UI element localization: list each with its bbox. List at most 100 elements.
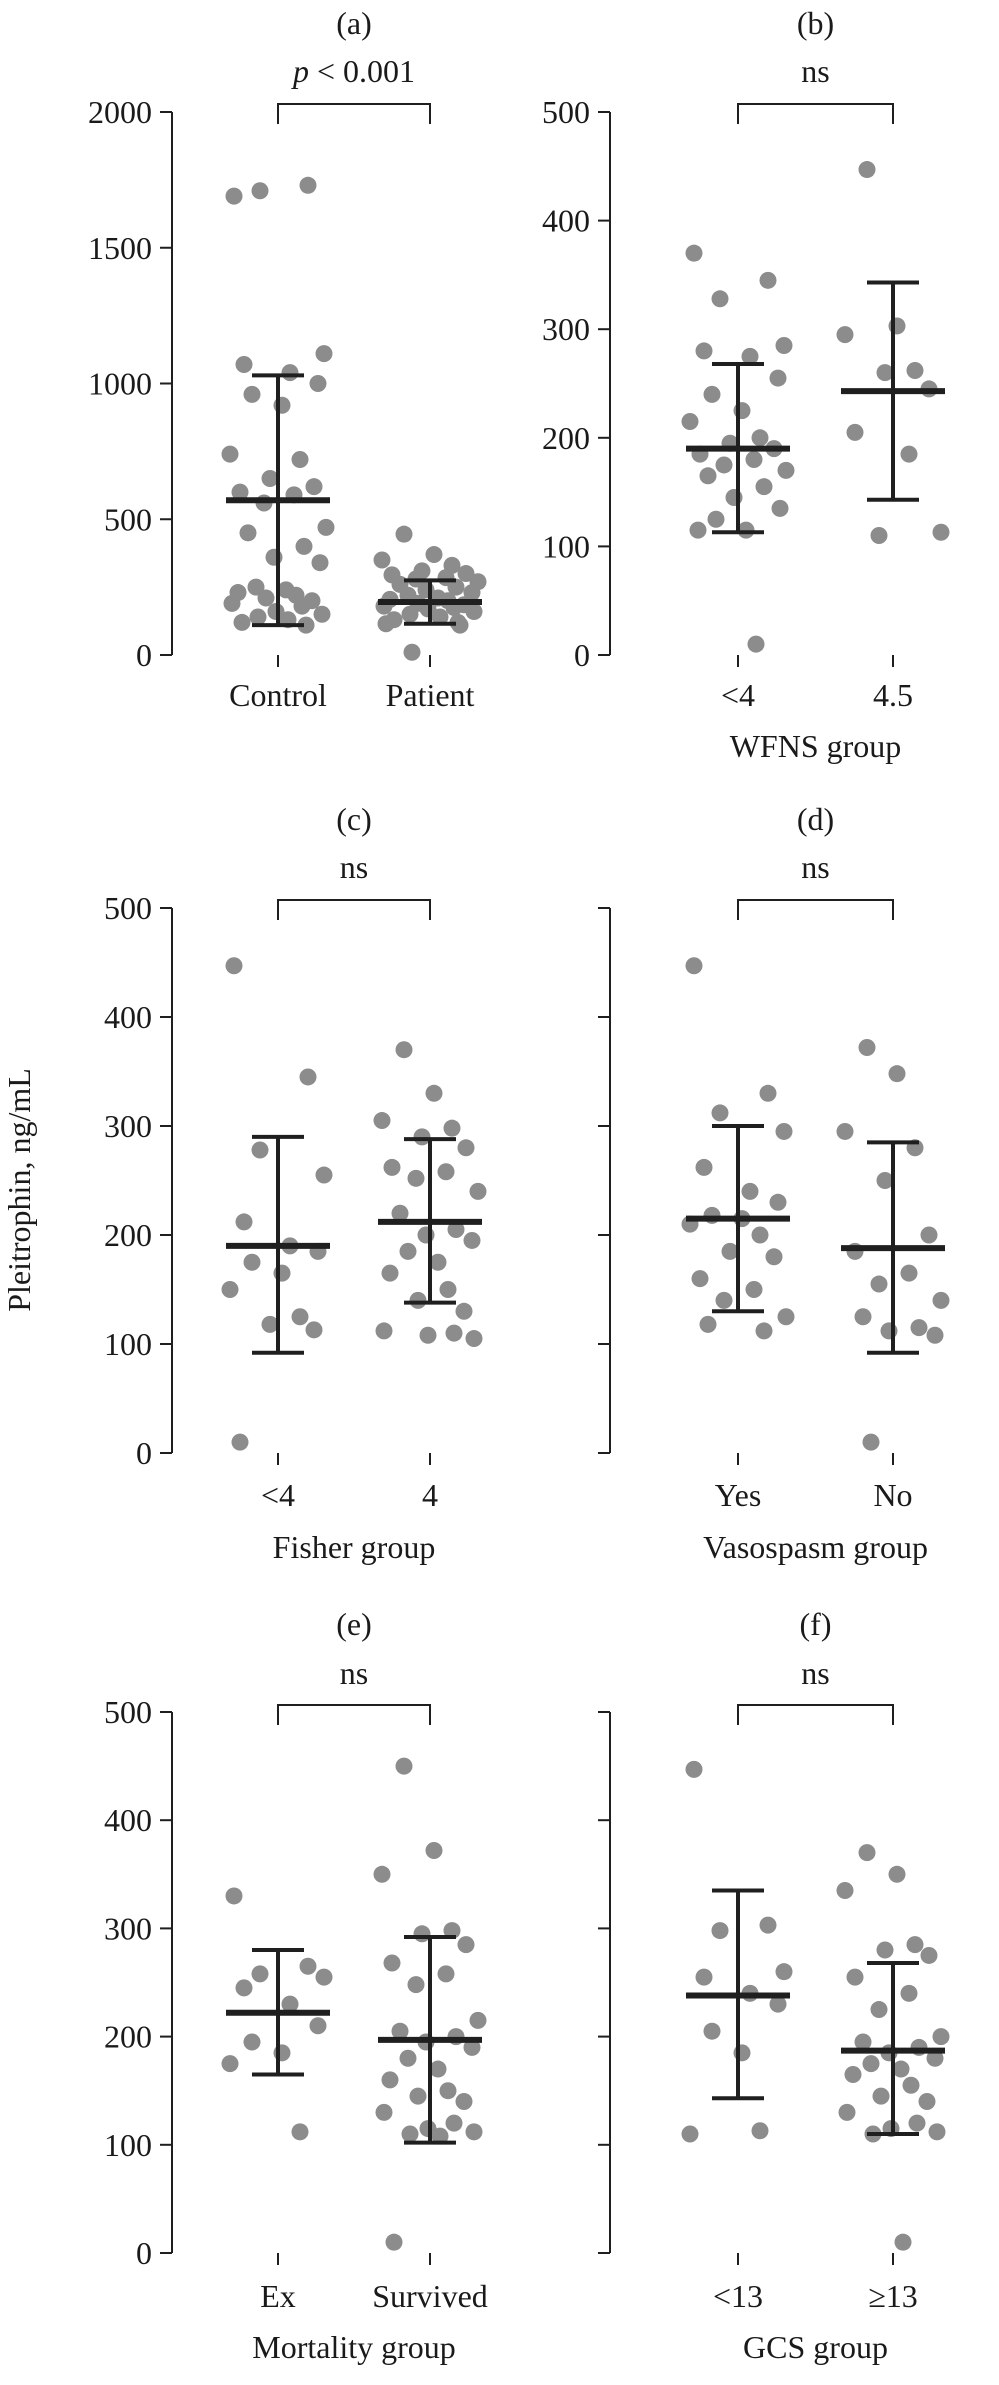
data-point	[747, 635, 765, 653]
data-point	[685, 957, 703, 975]
data-point	[699, 1315, 717, 1333]
data-point	[315, 345, 333, 363]
data-point	[395, 525, 413, 543]
panel-label: (f)	[800, 1606, 832, 1642]
data-point	[231, 483, 249, 501]
y-tick-label: 400	[542, 203, 590, 239]
data-point	[251, 182, 269, 200]
panel-label: (d)	[797, 801, 834, 837]
data-point	[401, 605, 419, 623]
y-tick-label: 400	[104, 1802, 152, 1838]
significance-label: ns	[801, 1655, 829, 1691]
data-point	[437, 1965, 455, 1983]
data-point	[918, 2093, 936, 2111]
data-point	[737, 521, 755, 539]
data-point	[299, 1068, 317, 1086]
x-axis-title: GCS group	[743, 2329, 888, 2365]
x-category-label: Patient	[386, 677, 475, 713]
x-axis-title: Vasospasm group	[703, 1529, 928, 1565]
data-point	[908, 2114, 926, 2132]
x-category-label: <4	[721, 677, 755, 713]
data-point	[751, 2122, 769, 2140]
data-point	[928, 2123, 946, 2141]
data-point	[377, 615, 395, 633]
data-point	[443, 1119, 461, 1137]
data-point	[695, 1158, 713, 1176]
data-point	[759, 1084, 777, 1102]
data-point	[741, 347, 759, 365]
data-point	[910, 1319, 928, 1337]
data-point	[862, 2055, 880, 2073]
data-point	[309, 375, 327, 392]
data-point	[305, 478, 323, 496]
data-point	[892, 2060, 910, 2078]
data-point	[715, 456, 733, 474]
y-tick-label: 500	[542, 94, 590, 130]
data-point	[681, 2125, 699, 2143]
data-point	[906, 361, 924, 379]
y-tick-label: 300	[104, 1910, 152, 1946]
data-point	[457, 1936, 475, 1954]
data-point	[755, 1322, 773, 1340]
data-point	[755, 478, 773, 496]
data-point	[373, 551, 391, 569]
data-point	[429, 2060, 447, 2078]
data-point	[261, 1315, 279, 1333]
data-point	[451, 616, 469, 634]
data-point	[870, 1275, 888, 1293]
data-point	[836, 1882, 854, 1900]
data-point	[257, 589, 275, 607]
data-point	[395, 1757, 413, 1775]
data-point	[745, 1281, 763, 1298]
data-point	[391, 2022, 409, 2040]
data-point	[317, 518, 335, 536]
x-category-label: <13	[713, 2278, 763, 2314]
y-tick-label: 0	[136, 2235, 152, 2271]
data-point	[463, 1231, 481, 1249]
data-point	[315, 1166, 333, 1184]
data-point	[699, 467, 717, 485]
significance-bracket	[737, 899, 894, 920]
data-point	[769, 1995, 787, 2013]
data-point	[862, 1433, 880, 1451]
x-category-label: Survived	[372, 2278, 488, 2314]
data-point	[751, 429, 769, 447]
data-point	[838, 2103, 856, 2121]
data-point	[281, 1995, 299, 2013]
data-point	[225, 187, 243, 205]
y-tick-label: 0	[574, 637, 590, 673]
y-tick-label: 100	[542, 528, 590, 564]
data-point	[233, 613, 251, 631]
panel-label: (c)	[336, 801, 372, 837]
y-tick-label: 200	[542, 420, 590, 456]
data-point	[293, 597, 311, 615]
data-point	[932, 523, 950, 541]
x-category-label: ≥13	[868, 2278, 918, 2314]
x-axis-title: Mortality group	[252, 2329, 456, 2365]
data-point	[299, 1957, 317, 1975]
data-point	[295, 537, 313, 555]
y-tick-label: 1500	[88, 230, 152, 266]
data-point	[291, 1308, 309, 1326]
significance-bracket	[277, 1704, 431, 1725]
data-point	[932, 1291, 950, 1309]
significance-label: ns	[801, 53, 829, 89]
data-point	[249, 608, 267, 626]
x-category-label: 4	[422, 1477, 438, 1513]
data-point	[407, 1976, 425, 1994]
data-point	[777, 1308, 795, 1326]
data-point	[251, 1965, 269, 1983]
data-point	[685, 1760, 703, 1778]
data-point	[876, 364, 894, 382]
y-tick-label: 300	[542, 311, 590, 347]
data-point	[413, 1128, 431, 1146]
data-point	[751, 1226, 769, 1244]
data-point	[385, 2233, 403, 2251]
panel-label: (b)	[797, 5, 834, 41]
data-point	[926, 2049, 944, 2067]
data-point	[429, 1253, 447, 1271]
data-point	[465, 2123, 483, 2141]
data-point	[243, 385, 261, 403]
data-point	[463, 2038, 481, 2056]
